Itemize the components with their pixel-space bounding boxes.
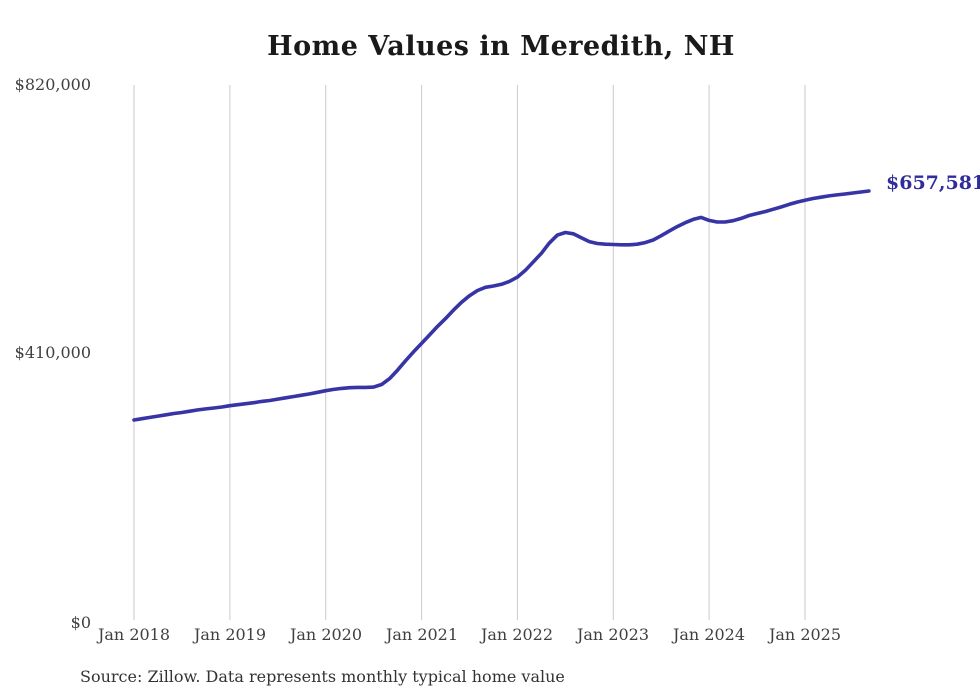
x-axis-tick-jan-2021: Jan 2021: [385, 625, 459, 644]
x-axis-tick-jan-2018: Jan 2018: [97, 625, 171, 644]
x-axis-tick-jan-2020: Jan 2020: [289, 625, 363, 644]
home-value-line: [132, 189, 871, 422]
x-axis-tick-jan-2024: Jan 2024: [672, 625, 746, 644]
source-note: Source: Zillow. Data represents monthly …: [80, 667, 565, 686]
x-axis-tick-jan-2025: Jan 2025: [768, 625, 842, 644]
latest-value-label: $657,581: [886, 172, 980, 194]
y-axis-tick-410000: $410,000: [14, 343, 91, 362]
y-axis-tick-820000: $820,000: [14, 75, 91, 94]
chart-title: Home Values in Meredith, NH: [267, 31, 735, 62]
x-axis-tick-jan-2019: Jan 2019: [193, 625, 267, 644]
x-axis-tick-jan-2022: Jan 2022: [480, 625, 554, 644]
x-axis-tick-jan-2023: Jan 2023: [576, 625, 650, 644]
y-axis-tick-0: $0: [70, 613, 91, 632]
